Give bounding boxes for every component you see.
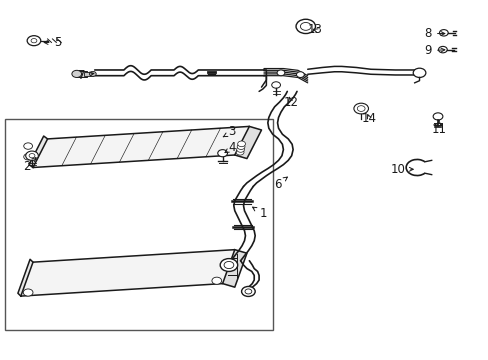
Polygon shape (234, 126, 261, 158)
Text: 13: 13 (307, 23, 322, 36)
Polygon shape (29, 136, 47, 167)
Circle shape (412, 68, 425, 77)
Circle shape (439, 30, 447, 36)
Circle shape (31, 39, 37, 43)
Circle shape (353, 103, 368, 114)
Text: 3: 3 (223, 125, 236, 138)
Text: 9: 9 (424, 44, 444, 57)
Circle shape (220, 258, 237, 271)
Polygon shape (21, 249, 234, 296)
Circle shape (24, 143, 32, 149)
Text: 1: 1 (252, 207, 266, 220)
Circle shape (236, 149, 244, 155)
Text: 7: 7 (78, 69, 94, 82)
Circle shape (29, 154, 35, 158)
Circle shape (211, 277, 221, 284)
Text: 11: 11 (430, 121, 446, 136)
Circle shape (26, 151, 38, 160)
Circle shape (300, 22, 310, 30)
Polygon shape (222, 249, 246, 287)
Circle shape (244, 289, 251, 294)
Circle shape (432, 113, 442, 120)
Circle shape (72, 70, 81, 77)
Circle shape (24, 154, 32, 160)
Text: 2: 2 (23, 158, 36, 173)
Bar (77, 71, 87, 77)
Text: 6: 6 (273, 177, 287, 191)
Circle shape (89, 71, 96, 76)
Bar (84, 72, 93, 76)
Circle shape (27, 36, 41, 46)
Circle shape (241, 287, 255, 296)
Polygon shape (18, 259, 33, 296)
Circle shape (236, 147, 244, 152)
Text: 12: 12 (283, 96, 298, 109)
Circle shape (277, 70, 285, 76)
Circle shape (224, 261, 233, 269)
Circle shape (296, 72, 304, 77)
Circle shape (438, 46, 447, 53)
Circle shape (295, 19, 315, 33)
Text: 5: 5 (44, 36, 62, 49)
Bar (5, 119, 272, 330)
Text: 4: 4 (224, 141, 236, 154)
Circle shape (271, 82, 280, 88)
Text: 10: 10 (389, 163, 412, 176)
Text: 14: 14 (361, 112, 376, 125)
Text: 8: 8 (424, 27, 444, 40)
Circle shape (23, 289, 33, 296)
Circle shape (237, 141, 245, 147)
Polygon shape (33, 126, 249, 167)
Circle shape (357, 106, 365, 111)
Circle shape (217, 150, 227, 157)
Circle shape (237, 144, 244, 149)
